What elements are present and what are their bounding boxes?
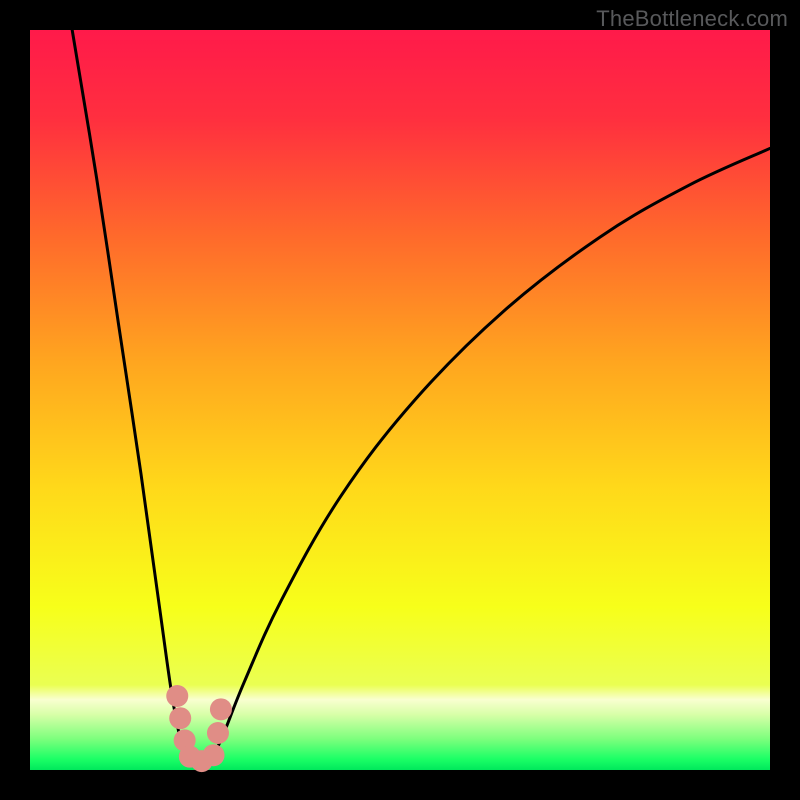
right-branch [211,148,770,759]
marker-dot [166,685,188,707]
marker-dot [210,698,232,720]
chart-frame: TheBottleneck.com [0,0,800,800]
plot-area [30,30,770,770]
bottleneck-curve [30,30,770,770]
marker-dot [169,707,191,729]
watermark-text: TheBottleneck.com [596,6,788,32]
marker-dot [203,744,225,766]
left-branch [72,30,189,759]
data-markers [166,685,232,772]
marker-dot [207,722,229,744]
